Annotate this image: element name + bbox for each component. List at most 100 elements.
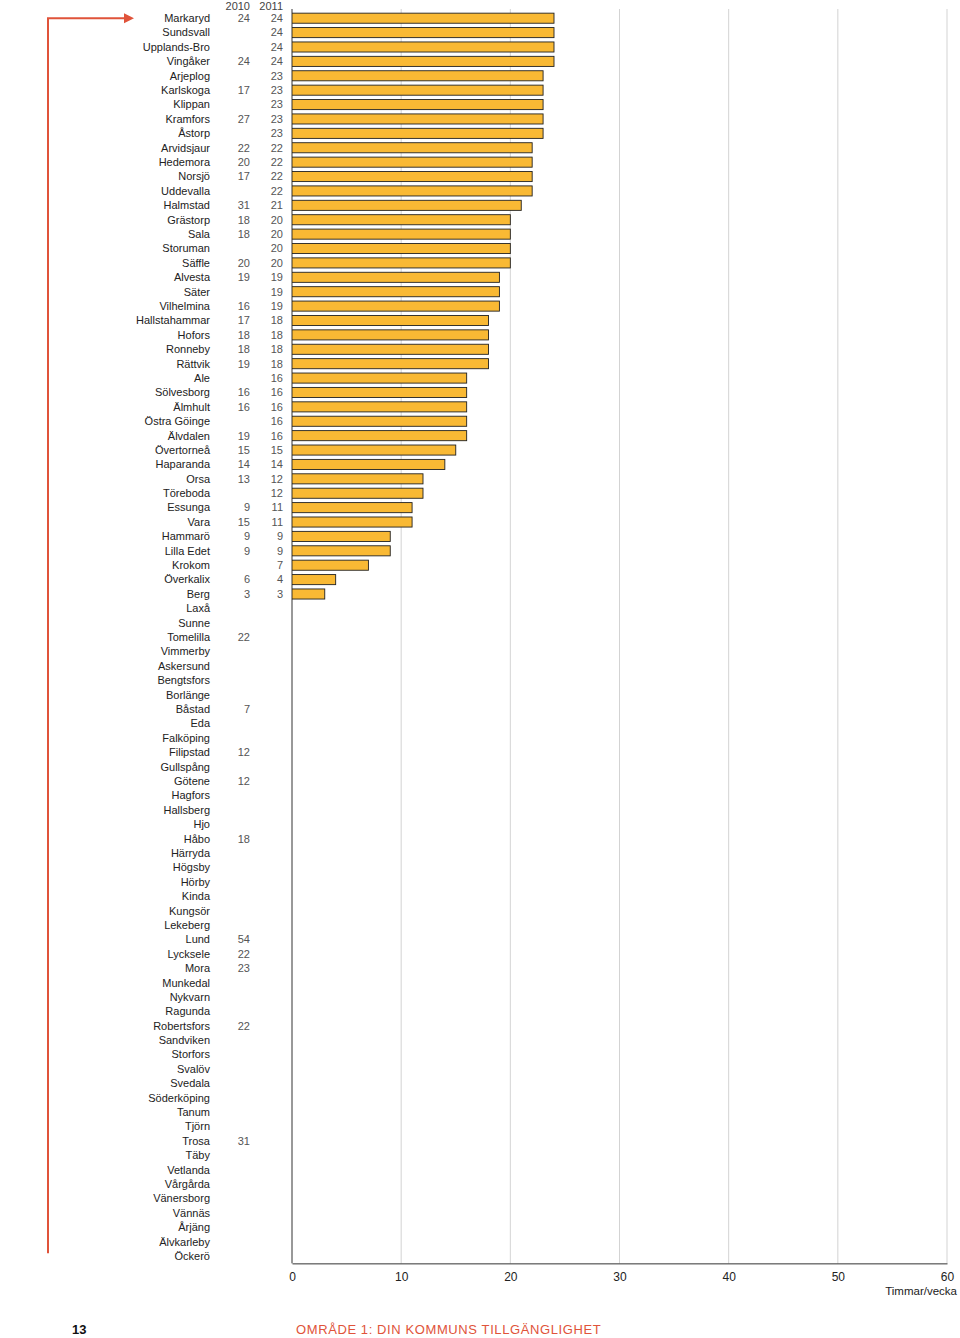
column-header: 2010 bbox=[226, 0, 250, 12]
value-label: 18 bbox=[271, 314, 283, 326]
value-label: 12 bbox=[271, 487, 283, 499]
grid-line bbox=[292, 9, 293, 1263]
category-label: Övertorneå bbox=[155, 444, 211, 456]
category-label: Bengtsfors bbox=[157, 674, 210, 686]
bar bbox=[292, 575, 336, 585]
x-tick-label: 10 bbox=[395, 1270, 409, 1284]
page-number: 13 bbox=[72, 1322, 86, 1337]
category-label: Älmhult bbox=[173, 401, 210, 413]
bar bbox=[292, 560, 368, 570]
value-label: 3 bbox=[277, 588, 283, 600]
bar bbox=[292, 531, 390, 541]
bar bbox=[292, 416, 467, 426]
category-label: Sala bbox=[188, 228, 211, 240]
bar bbox=[292, 157, 532, 167]
value-label: 24 bbox=[271, 12, 283, 24]
bar bbox=[292, 546, 390, 556]
x-tick-label: 30 bbox=[613, 1270, 627, 1284]
x-axis-title: Timmar/vecka bbox=[885, 1285, 957, 1297]
value-label: 16 bbox=[271, 372, 283, 384]
bar bbox=[292, 85, 543, 95]
category-label: Tjörn bbox=[185, 1120, 210, 1132]
x-tick: 20 bbox=[504, 1263, 518, 1284]
grid-line bbox=[728, 9, 729, 1263]
category-label: Vingåker bbox=[167, 55, 211, 67]
value-label: 16 bbox=[271, 386, 283, 398]
category-label: Hallsberg bbox=[164, 804, 210, 816]
grid-line bbox=[947, 9, 948, 1263]
value-label: 23 bbox=[238, 962, 250, 974]
bar bbox=[292, 42, 554, 52]
category-label: Trosa bbox=[182, 1135, 211, 1147]
bar bbox=[292, 344, 489, 354]
value-label: 27 bbox=[238, 113, 250, 125]
value-label: 31 bbox=[238, 199, 250, 211]
value-label: 9 bbox=[277, 545, 283, 557]
value-label: 20 bbox=[271, 257, 283, 269]
bar bbox=[292, 128, 543, 138]
bar bbox=[292, 287, 499, 297]
bar bbox=[292, 474, 423, 484]
category-label: Vetlanda bbox=[167, 1164, 211, 1176]
value-label: 17 bbox=[238, 314, 250, 326]
category-label: Sandviken bbox=[159, 1034, 210, 1046]
value-label: 7 bbox=[277, 559, 283, 571]
category-label: Täby bbox=[186, 1149, 211, 1161]
category-label: Vårgårda bbox=[165, 1178, 211, 1190]
bar bbox=[292, 229, 510, 239]
category-label: Kungsör bbox=[169, 905, 210, 917]
category-label: Storfors bbox=[171, 1048, 210, 1060]
value-label: 24 bbox=[271, 55, 283, 67]
x-tick-label: 0 bbox=[289, 1270, 296, 1284]
category-label: Götene bbox=[174, 775, 210, 787]
category-label: Lilla Edet bbox=[165, 545, 210, 557]
value-label: 15 bbox=[238, 444, 250, 456]
category-label: Sölvesborg bbox=[155, 386, 210, 398]
category-label: Säffle bbox=[182, 257, 210, 269]
value-label: 20 bbox=[271, 228, 283, 240]
value-label: 22 bbox=[271, 142, 283, 154]
category-label: Hagfors bbox=[171, 789, 210, 801]
value-label: 24 bbox=[271, 41, 283, 53]
value-label: 12 bbox=[238, 746, 250, 758]
value-label: 23 bbox=[271, 84, 283, 96]
category-label: Vara bbox=[188, 516, 211, 528]
category-label: Lund bbox=[186, 933, 210, 945]
category-labels: MarkarydSundsvallUpplands-BroVingåkerArj… bbox=[136, 12, 211, 1262]
value-column: 2424242423232323232222222221202020201919… bbox=[271, 12, 283, 600]
value-label: 18 bbox=[238, 228, 250, 240]
category-label: Uddevalla bbox=[161, 185, 211, 197]
bar bbox=[292, 258, 510, 268]
category-label: Hallstahammar bbox=[136, 314, 210, 326]
category-label: Vänersborg bbox=[153, 1192, 210, 1204]
category-label: Älvdalen bbox=[168, 430, 210, 442]
category-label: Ragunda bbox=[165, 1005, 211, 1017]
value-label: 20 bbox=[238, 257, 250, 269]
value-label: 23 bbox=[271, 113, 283, 125]
value-label: 16 bbox=[238, 386, 250, 398]
value-label: 23 bbox=[271, 70, 283, 82]
bar bbox=[292, 387, 467, 397]
category-label: Klippan bbox=[173, 98, 210, 110]
value-label: 54 bbox=[238, 933, 250, 945]
bar bbox=[292, 71, 543, 81]
value-label: 22 bbox=[238, 631, 250, 643]
bar bbox=[292, 373, 467, 383]
value-label: 16 bbox=[271, 415, 283, 427]
x-tick: 60 bbox=[941, 1263, 955, 1284]
category-label: Filipstad bbox=[169, 746, 210, 758]
value-label: 18 bbox=[271, 358, 283, 370]
category-label: Hjo bbox=[193, 818, 210, 830]
bar bbox=[292, 215, 510, 225]
bar bbox=[292, 488, 423, 498]
x-tick-label: 20 bbox=[504, 1270, 518, 1284]
bar bbox=[292, 56, 554, 66]
bar bbox=[292, 13, 554, 23]
grid-line bbox=[401, 9, 402, 1263]
value-label: 24 bbox=[238, 12, 250, 24]
category-label: Arjeplog bbox=[170, 70, 210, 82]
value-label: 9 bbox=[244, 545, 250, 557]
category-label: Vimmerby bbox=[161, 645, 211, 657]
grid bbox=[292, 9, 947, 1263]
value-label: 24 bbox=[271, 26, 283, 38]
